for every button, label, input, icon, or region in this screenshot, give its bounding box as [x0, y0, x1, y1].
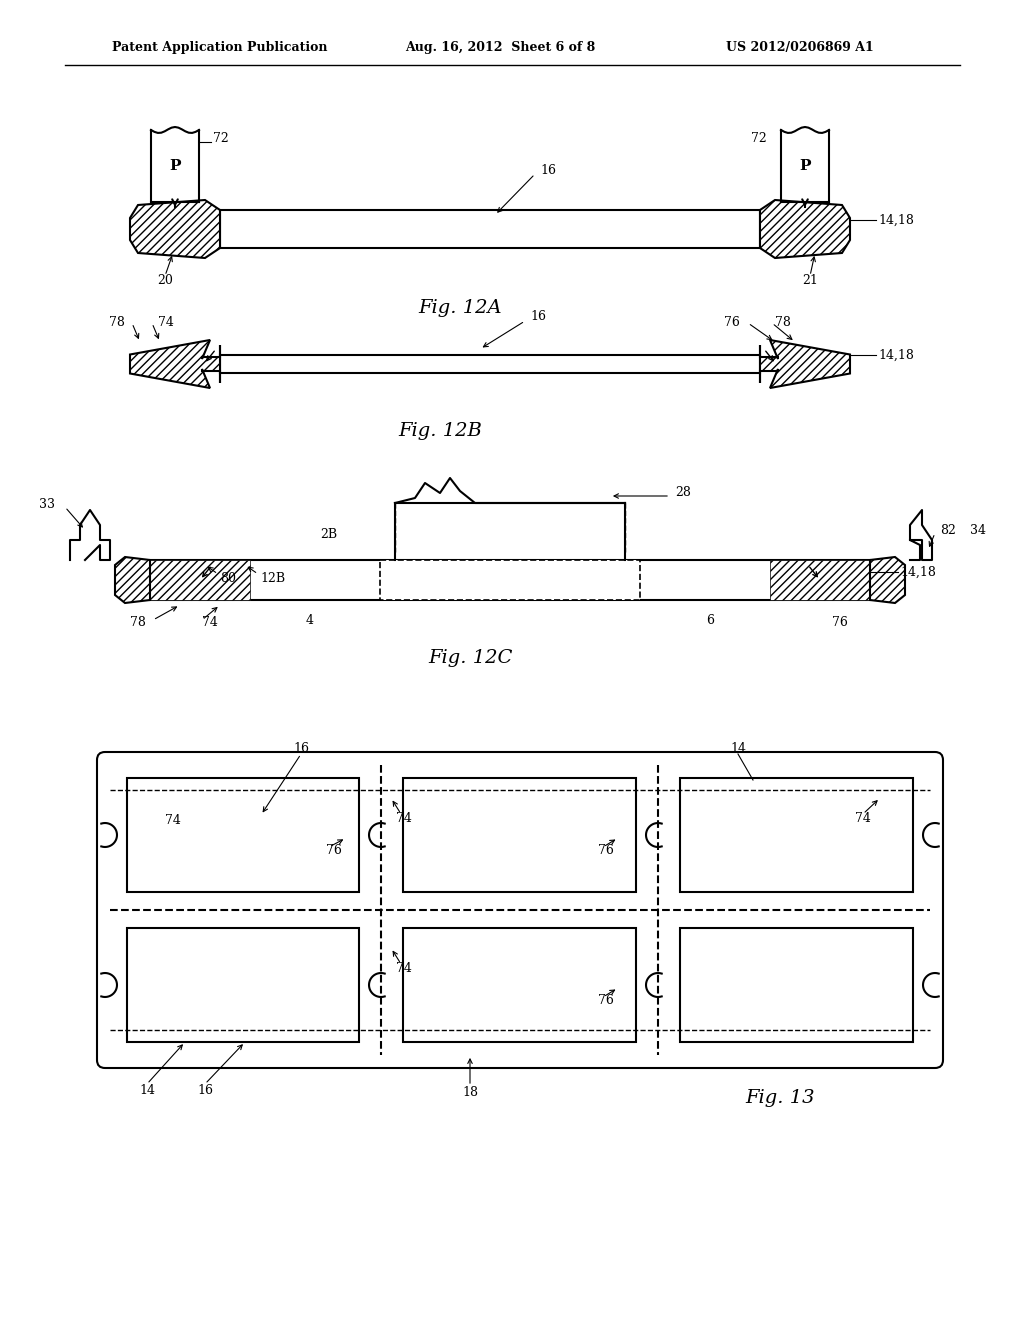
- Text: US 2012/0206869 A1: US 2012/0206869 A1: [726, 41, 873, 54]
- Text: 4: 4: [306, 614, 314, 627]
- Text: 18: 18: [462, 1085, 478, 1098]
- Bar: [680, 928, 913, 1041]
- Text: 78: 78: [775, 317, 791, 330]
- Text: 21: 21: [802, 273, 818, 286]
- Text: 76: 76: [833, 615, 848, 628]
- Text: 76: 76: [724, 317, 740, 330]
- Text: 74: 74: [202, 615, 218, 628]
- Bar: [770, 560, 870, 601]
- Text: 78: 78: [110, 317, 125, 330]
- Text: Fig. 12C: Fig. 12C: [428, 649, 512, 667]
- Text: 14,18: 14,18: [900, 565, 936, 578]
- Bar: [403, 928, 636, 1041]
- Text: 74: 74: [396, 812, 412, 825]
- Text: 72: 72: [752, 132, 767, 144]
- Text: 74: 74: [158, 317, 174, 330]
- Text: Aug. 16, 2012  Sheet 6 of 8: Aug. 16, 2012 Sheet 6 of 8: [404, 41, 595, 54]
- Text: 12B: 12B: [260, 572, 285, 585]
- Bar: [150, 560, 870, 601]
- Text: Fig. 12A: Fig. 12A: [418, 300, 502, 317]
- Text: 76: 76: [598, 843, 613, 857]
- Bar: [150, 560, 250, 601]
- Text: Patent Application Publication: Patent Application Publication: [113, 41, 328, 54]
- Bar: [380, 560, 640, 601]
- Polygon shape: [870, 557, 905, 603]
- Bar: [127, 777, 359, 892]
- Text: Fig. 13: Fig. 13: [745, 1089, 815, 1107]
- Polygon shape: [115, 557, 150, 603]
- Bar: [127, 928, 359, 1041]
- Text: 14: 14: [139, 1084, 155, 1097]
- Text: 76: 76: [598, 994, 613, 1006]
- Text: 14,18: 14,18: [878, 214, 913, 227]
- Polygon shape: [130, 201, 220, 257]
- Text: P: P: [169, 158, 181, 173]
- Text: Fig. 12B: Fig. 12B: [398, 422, 482, 440]
- Text: 80: 80: [220, 572, 236, 585]
- Bar: [220, 210, 760, 248]
- Text: 14: 14: [730, 742, 746, 755]
- Polygon shape: [130, 341, 220, 388]
- Text: 82: 82: [940, 524, 955, 536]
- Text: P: P: [800, 158, 811, 173]
- Bar: [680, 777, 913, 892]
- Text: 16: 16: [293, 742, 309, 755]
- Text: 78: 78: [130, 615, 146, 628]
- Text: 16: 16: [197, 1084, 213, 1097]
- Bar: [403, 777, 636, 892]
- Text: 28: 28: [675, 487, 691, 499]
- Text: 6: 6: [706, 614, 714, 627]
- Polygon shape: [760, 201, 850, 257]
- Text: 20: 20: [157, 273, 173, 286]
- Text: 16: 16: [540, 164, 556, 177]
- Text: 33: 33: [39, 499, 55, 511]
- Text: 74: 74: [855, 812, 870, 825]
- Text: 2B: 2B: [319, 528, 337, 541]
- Polygon shape: [760, 341, 850, 388]
- Bar: [220, 355, 760, 374]
- FancyBboxPatch shape: [97, 752, 943, 1068]
- Text: 76: 76: [326, 843, 342, 857]
- Text: 74: 74: [165, 813, 181, 826]
- Text: 74: 74: [396, 961, 412, 974]
- Text: 14,18: 14,18: [878, 348, 913, 362]
- Text: 16: 16: [530, 310, 546, 323]
- Text: 72: 72: [213, 132, 228, 144]
- Text: 34: 34: [970, 524, 986, 536]
